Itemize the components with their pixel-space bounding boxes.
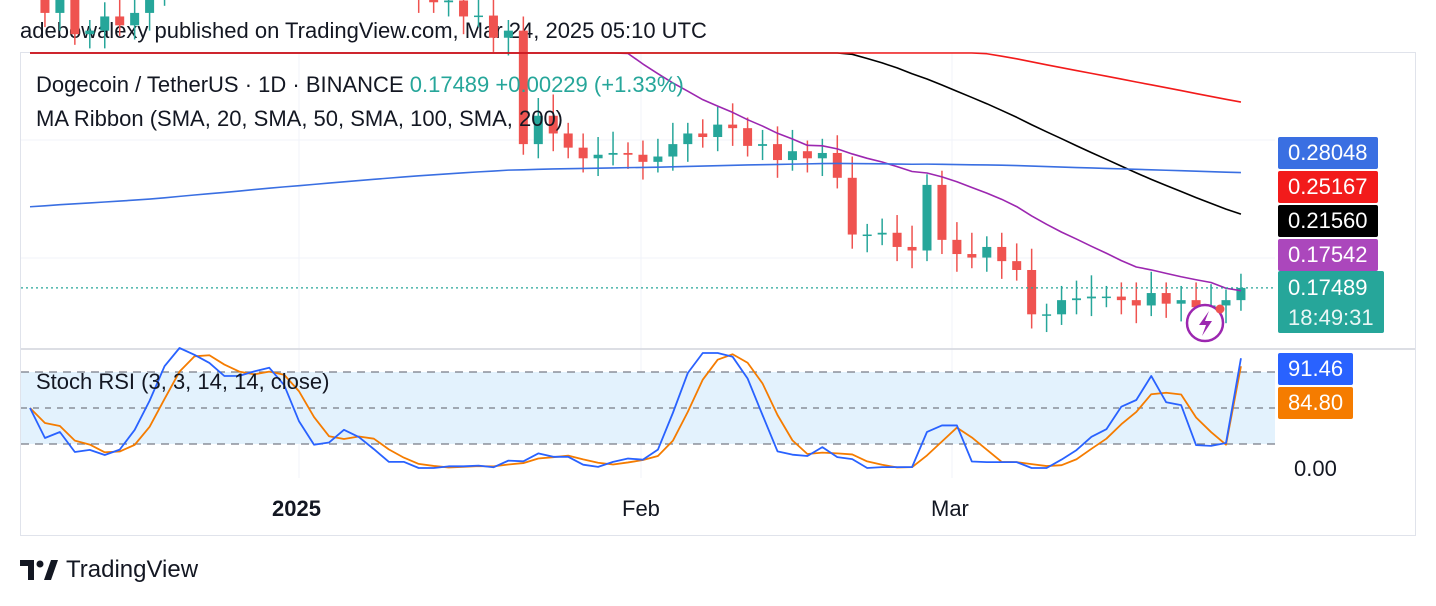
sma200-line [29, 162, 1241, 208]
stoch-rsi-legend[interactable]: Stoch RSI (3, 3, 14, 14, close) [36, 369, 330, 394]
candle-body [115, 16, 125, 26]
candle-body [997, 246, 1007, 262]
stoch-k-label: 91.46 [1278, 353, 1354, 385]
candle-body [1221, 300, 1231, 306]
candle-body [1101, 296, 1111, 299]
candle-body [1086, 296, 1096, 299]
stoch-zero-tick: 0.00 [1294, 456, 1337, 481]
candle-body [1027, 269, 1037, 315]
candle-body [1012, 261, 1022, 270]
candle-body [533, 115, 543, 145]
candle-body [503, 30, 513, 38]
candle-body [40, 0, 50, 13]
candle-body [937, 184, 947, 240]
candle-body [982, 246, 992, 258]
alert-dot-icon [1215, 304, 1225, 314]
candle-body [892, 232, 902, 247]
lightning-bolt-icon [1199, 311, 1212, 336]
candle-body [1042, 314, 1052, 316]
candle-body [817, 152, 827, 159]
candle-body [1072, 298, 1081, 301]
x-tick-mar: Mar [931, 496, 969, 521]
tradingview-footer[interactable]: TradingView [20, 556, 198, 584]
candle-body [1116, 296, 1126, 301]
candle-body [713, 124, 723, 138]
stoch-d-line [29, 353, 1242, 469]
ma-ribbon-legend[interactable]: MA Ribbon (SMA, 20, SMA, 50, SMA, 100, S… [36, 106, 564, 131]
symbol-title: Dogecoin / TetherUS · 1D · BINANCE [36, 72, 404, 97]
candle-body [85, 30, 95, 35]
sma20-price-label: 0.17542 [1278, 239, 1378, 271]
candle-body [802, 151, 812, 159]
brand-name: TradingView [66, 556, 199, 583]
sma50-price-label: 0.21560 [1278, 205, 1378, 237]
candle-body [518, 30, 528, 145]
candle-body [459, 0, 469, 17]
candle-body [1161, 293, 1171, 304]
candle-body [488, 15, 498, 38]
candle-body [877, 232, 887, 235]
candle-body [728, 124, 738, 129]
candle-body [70, 0, 80, 35]
candle-body [429, 0, 439, 3]
candle-body [952, 239, 962, 255]
candle-body [55, 0, 65, 13]
candle-body [922, 184, 932, 251]
candle-body [1191, 300, 1201, 308]
candle-body [698, 133, 708, 138]
candle-body [145, 0, 155, 13]
candle-body [130, 12, 140, 26]
price-change: +0.00229 (+1.33%) [495, 72, 684, 97]
sma100-line [30, 52, 1242, 103]
tradingview-logo-icon [20, 560, 58, 580]
candle-body [787, 151, 797, 161]
candle-body [1176, 300, 1186, 304]
bar-countdown: 18:49:31 [1288, 305, 1374, 330]
x-tick-2025: 2025 [272, 496, 321, 521]
candle-body [608, 152, 618, 155]
candle-body [593, 154, 603, 159]
candle-body [773, 144, 782, 161]
candle-body [847, 177, 857, 235]
candle-body [623, 152, 633, 155]
candle-body [668, 144, 678, 157]
candle-body [548, 115, 558, 134]
candle-body [907, 246, 917, 251]
candle-body [474, 15, 483, 18]
candle-body [1057, 300, 1067, 315]
candle-body [638, 154, 648, 162]
candle-body [967, 254, 977, 258]
candle-body [100, 16, 110, 31]
candle-body [563, 133, 573, 148]
last-price-label: 0.17489 18:49:31 [1278, 271, 1384, 333]
stoch-k-line [29, 347, 1242, 469]
candle-body [1131, 300, 1141, 306]
candle-body [743, 128, 753, 146]
symbol-legend[interactable]: Dogecoin / TetherUS · 1D · BINANCE 0.174… [36, 72, 684, 98]
last-price-value: 0.17489 [1288, 275, 1368, 300]
x-tick-feb: Feb [622, 496, 660, 521]
candle-body [758, 144, 768, 146]
candle-body [1236, 287, 1246, 301]
candle-body [578, 147, 588, 159]
candle-body [444, 0, 454, 3]
sma100-price-label: 0.25167 [1278, 171, 1378, 203]
stoch-d-label: 84.80 [1278, 387, 1354, 419]
candle-body [832, 152, 842, 178]
candle-body [1146, 293, 1156, 306]
candle-body [653, 156, 663, 162]
candle-body [683, 133, 693, 145]
last-price: 0.17489 [409, 72, 490, 97]
candle-body [862, 234, 872, 237]
sma200-price-label: 0.28048 [1278, 137, 1378, 169]
